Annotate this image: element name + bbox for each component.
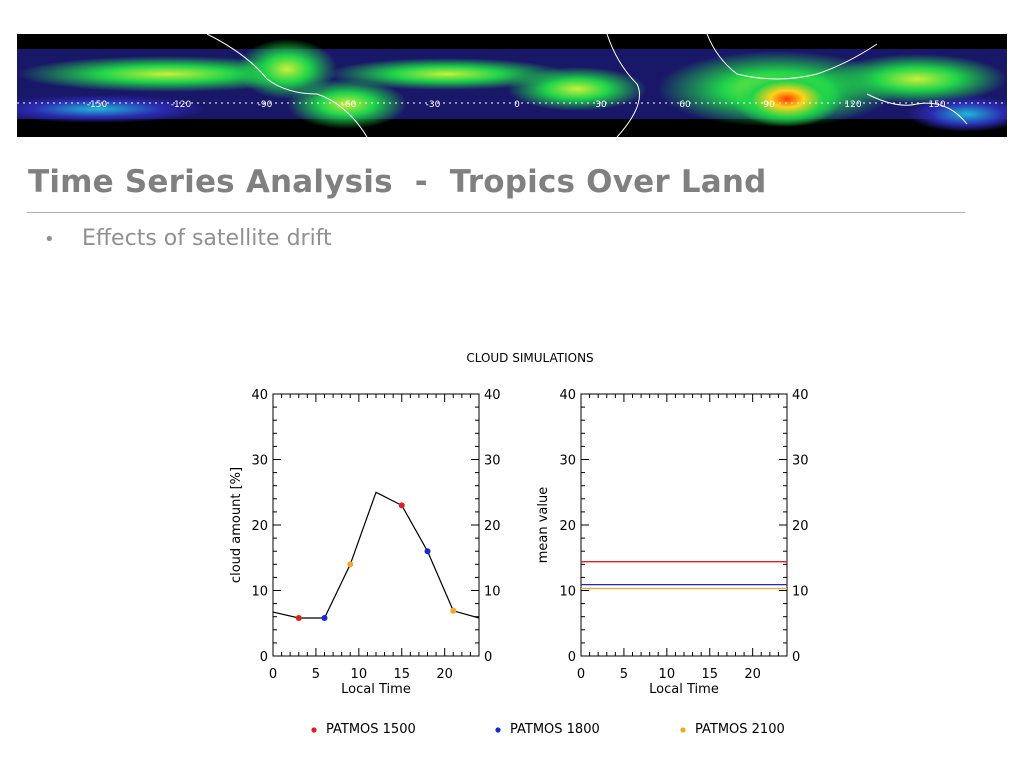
y-tick-label: 0 bbox=[260, 650, 268, 665]
legend-marker bbox=[311, 727, 317, 733]
y-tick-label: 30 bbox=[559, 454, 576, 469]
right-series-lines bbox=[581, 561, 787, 590]
banner-longitude-label: -30 bbox=[426, 100, 441, 110]
sample-point bbox=[295, 615, 302, 622]
y2-tick-label: 20 bbox=[484, 519, 501, 534]
bullet-item: • Effects of satellite drift bbox=[44, 226, 332, 251]
x-tick-label: 10 bbox=[351, 667, 368, 682]
sample-point bbox=[321, 615, 328, 622]
y-tick-label: 0 bbox=[568, 650, 576, 665]
x-tick-label: 20 bbox=[436, 667, 453, 682]
left-xlabel: Local Time bbox=[341, 682, 411, 697]
banner-longitude-label: 150 bbox=[928, 100, 945, 110]
banner-longitude-label: 60 bbox=[679, 100, 691, 110]
bullet-list: • Effects of satellite drift bbox=[44, 226, 332, 251]
banner-longitude-label: 90 bbox=[763, 100, 775, 110]
y2-tick-label: 20 bbox=[792, 519, 809, 534]
y2-tick-label: 0 bbox=[484, 650, 492, 665]
y2-tick-label: 30 bbox=[484, 454, 501, 469]
legend-marker bbox=[495, 727, 501, 733]
y-tick-label: 10 bbox=[559, 585, 576, 600]
y-tick-label: 10 bbox=[251, 585, 268, 600]
y2-tick-label: 40 bbox=[484, 388, 501, 403]
slide-title: Time Series Analysis - Tropics Over Land bbox=[28, 164, 767, 200]
left-plot-frame bbox=[272, 393, 480, 657]
legend-label: PATMOS 1500 bbox=[326, 722, 416, 737]
legend-marker bbox=[680, 727, 686, 733]
legend-label: PATMOS 2100 bbox=[695, 722, 785, 737]
banner-longitude-label: 30 bbox=[595, 100, 607, 110]
legend-label: PATMOS 1800 bbox=[510, 722, 600, 737]
banner-longitude-label: -60 bbox=[342, 100, 357, 110]
x-tick-label: 0 bbox=[269, 667, 277, 682]
x-tick-label: 10 bbox=[659, 667, 676, 682]
x-tick-label: 15 bbox=[393, 667, 410, 682]
bullet-dot-icon: • bbox=[44, 229, 55, 250]
y2-tick-label: 10 bbox=[792, 585, 809, 600]
y-tick-label: 40 bbox=[559, 388, 576, 403]
y2-tick-label: 0 bbox=[792, 650, 800, 665]
y-tick-label: 30 bbox=[251, 454, 268, 469]
left-series-line bbox=[272, 491, 480, 619]
left-ylabel: cloud amount [%] bbox=[229, 467, 244, 583]
right-plot-frame bbox=[580, 393, 788, 657]
cloud-amount-line bbox=[272, 491, 480, 619]
x-tick-label: 20 bbox=[744, 667, 761, 682]
sample-point bbox=[424, 548, 431, 555]
y-tick-label: 20 bbox=[251, 519, 268, 534]
banner-longitude-label: 0 bbox=[514, 100, 520, 110]
y2-tick-label: 10 bbox=[484, 585, 501, 600]
satellite-cloud-banner-image: -150 -120 -90 -60 -30 0 30 60 90 120 150 bbox=[17, 34, 1007, 137]
banner-longitude-label: 120 bbox=[844, 100, 861, 110]
chart-title: CLOUD SIMULATIONS bbox=[466, 351, 593, 365]
x-tick-label: 15 bbox=[701, 667, 718, 682]
sample-point bbox=[398, 502, 405, 509]
sample-point bbox=[450, 607, 457, 614]
x-tick-label: 5 bbox=[620, 667, 628, 682]
chart-legend: PATMOS 1500 PATMOS 1800 PATMOS 2100 bbox=[311, 722, 785, 737]
y2-tick-label: 30 bbox=[792, 454, 809, 469]
right-ylabel: mean value bbox=[536, 487, 551, 564]
banner-longitude-label: -150 bbox=[87, 100, 108, 110]
y-tick-label: 40 bbox=[251, 388, 268, 403]
left-points bbox=[295, 502, 457, 622]
right-xlabel: Local Time bbox=[649, 682, 719, 697]
sample-point bbox=[347, 561, 354, 568]
x-tick-label: 5 bbox=[312, 667, 320, 682]
y2-tick-label: 40 bbox=[792, 388, 809, 403]
bullet-text: Effects of satellite drift bbox=[82, 226, 332, 251]
banner-longitude-label: -120 bbox=[171, 100, 192, 110]
title-divider bbox=[27, 212, 965, 213]
y-tick-label: 20 bbox=[559, 519, 576, 534]
x-tick-label: 0 bbox=[577, 667, 585, 682]
banner-longitude-label: -90 bbox=[258, 100, 273, 110]
